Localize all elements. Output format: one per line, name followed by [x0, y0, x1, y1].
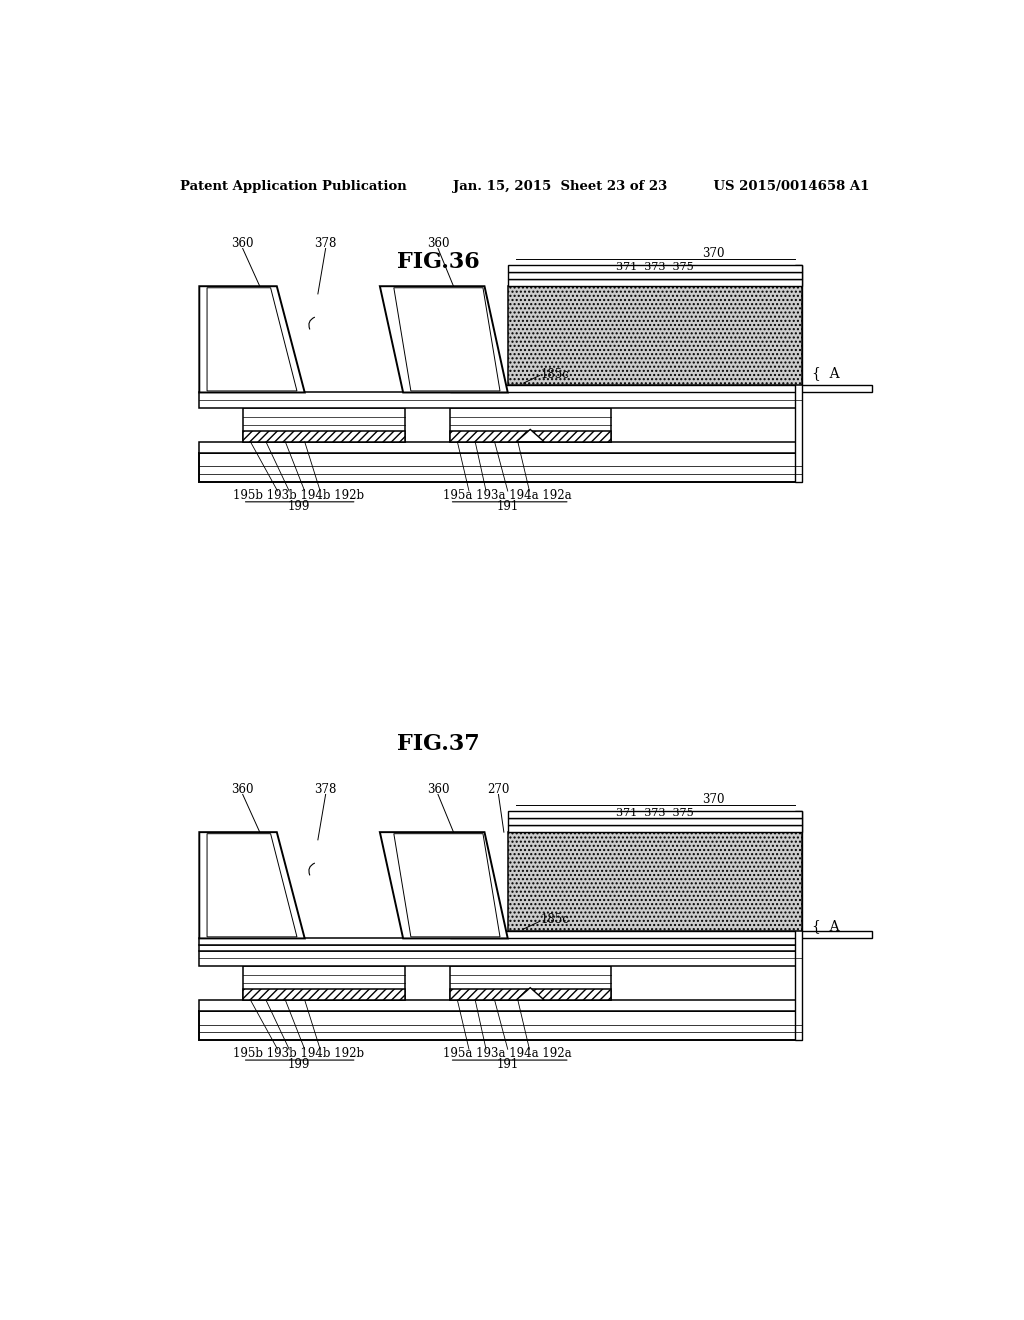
Text: 195b 193b 194b 192b: 195b 193b 194b 192b — [232, 490, 365, 502]
Text: 185c: 185c — [541, 367, 569, 380]
Polygon shape — [207, 288, 297, 391]
Bar — [450, 385, 872, 392]
Bar — [795, 265, 802, 482]
Text: FIG.36: FIG.36 — [396, 251, 479, 273]
Bar — [200, 442, 802, 453]
Text: 185c: 185c — [541, 913, 569, 927]
Text: {  A: { A — [812, 919, 840, 933]
Bar — [200, 939, 802, 945]
Polygon shape — [516, 987, 544, 1001]
Bar — [200, 1011, 802, 1040]
Text: 371  373  375: 371 373 375 — [616, 261, 694, 272]
Bar — [200, 945, 802, 950]
Bar — [450, 408, 611, 442]
Bar — [508, 825, 802, 832]
Polygon shape — [394, 288, 500, 391]
Bar — [243, 408, 406, 442]
Text: 360: 360 — [427, 783, 450, 796]
Text: 360: 360 — [231, 783, 254, 796]
Bar — [508, 286, 802, 385]
Bar — [450, 966, 611, 1001]
Bar — [450, 430, 611, 442]
Bar — [508, 832, 802, 931]
Text: 270: 270 — [487, 783, 510, 796]
Bar — [450, 989, 611, 1001]
Bar — [200, 453, 802, 482]
Bar — [508, 280, 802, 286]
Bar — [200, 392, 802, 408]
Polygon shape — [200, 832, 305, 939]
Bar — [508, 812, 802, 818]
Bar — [243, 989, 406, 1001]
Bar — [200, 950, 802, 966]
Polygon shape — [380, 832, 508, 939]
Polygon shape — [200, 286, 305, 392]
Bar — [508, 818, 802, 825]
Text: 191: 191 — [497, 500, 519, 513]
Text: 195b 193b 194b 192b: 195b 193b 194b 192b — [232, 1047, 365, 1060]
Text: 360: 360 — [231, 238, 254, 251]
Text: 199: 199 — [288, 500, 309, 513]
Bar — [508, 272, 802, 280]
Polygon shape — [380, 286, 508, 392]
Bar — [450, 931, 872, 939]
Text: 191: 191 — [497, 1059, 519, 1072]
Text: 195a 193a 194a 192a: 195a 193a 194a 192a — [443, 1047, 572, 1060]
Text: 370: 370 — [701, 792, 724, 805]
Bar — [200, 1001, 802, 1011]
Bar — [508, 265, 802, 272]
Text: 360: 360 — [427, 238, 450, 251]
Text: 195a 193a 194a 192a: 195a 193a 194a 192a — [443, 490, 572, 502]
Text: 370: 370 — [701, 247, 724, 260]
Polygon shape — [516, 429, 544, 442]
Text: 378: 378 — [314, 238, 337, 251]
Bar — [795, 812, 802, 1040]
Bar — [243, 966, 406, 1001]
Text: {  A: { A — [812, 367, 840, 380]
Polygon shape — [207, 834, 297, 937]
Text: 378: 378 — [314, 783, 337, 796]
Text: Patent Application Publication          Jan. 15, 2015  Sheet 23 of 23          U: Patent Application Publication Jan. 15, … — [180, 181, 869, 194]
Text: FIG.37: FIG.37 — [396, 733, 479, 755]
Text: 199: 199 — [288, 1059, 309, 1072]
Polygon shape — [394, 834, 500, 937]
Bar — [243, 430, 406, 442]
Text: 371  373  375: 371 373 375 — [616, 808, 694, 818]
